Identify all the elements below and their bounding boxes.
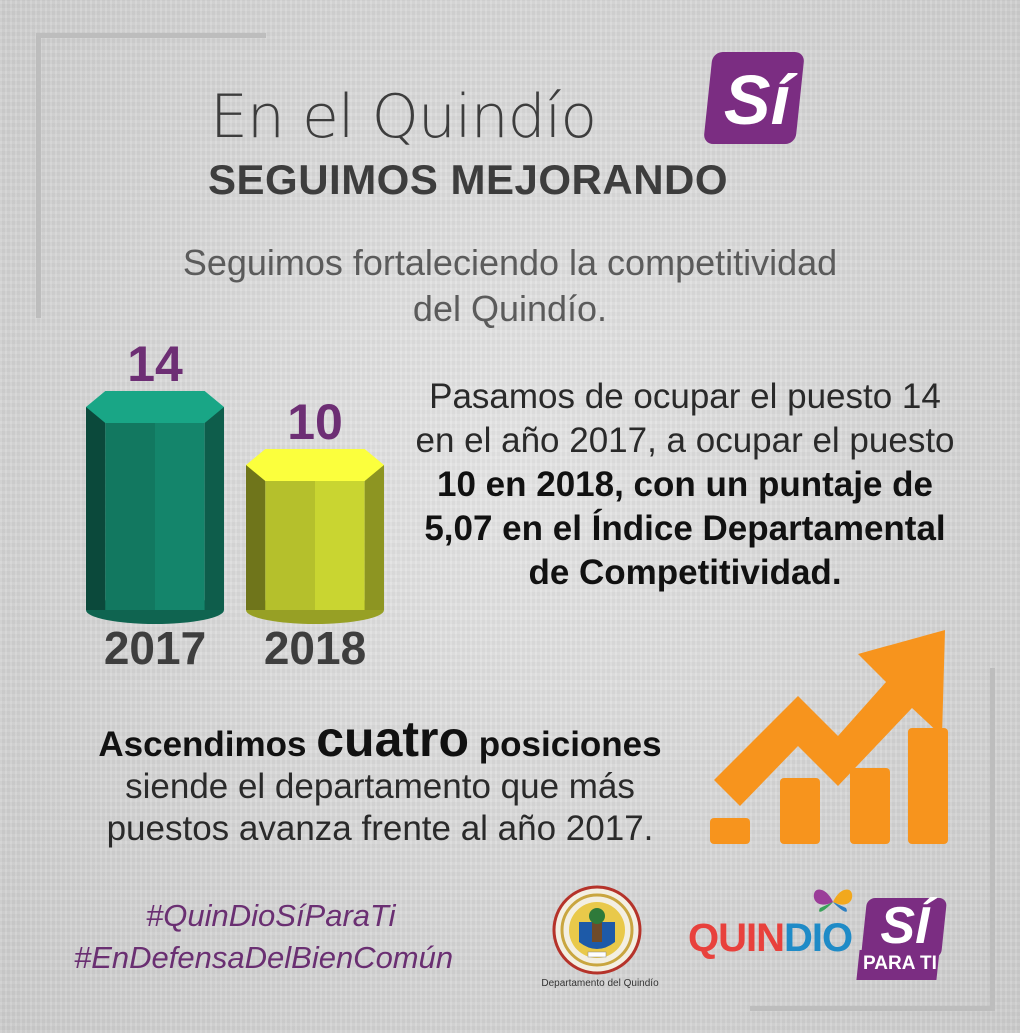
ascend-word-3: posiciones — [478, 725, 662, 764]
frame-corner-bottom-right — [750, 668, 995, 1011]
hashtag-bien-comun: #EnDefensaDelBienComún — [74, 940, 454, 975]
description-bold: 10 en 2018, con un puntaje de 5,07 en el… — [424, 465, 946, 592]
logo-dio: DIO — [784, 916, 853, 960]
chart-category-label: 2017 — [104, 622, 206, 674]
chart-value-label: 14 — [127, 336, 183, 392]
department-seal-icon — [552, 885, 642, 975]
logo-quin: QUIN — [688, 916, 785, 960]
chart-bar-face — [155, 407, 205, 610]
quindio-logo-text: QUINDIO — [688, 916, 853, 961]
chart-bar-face — [204, 407, 224, 610]
lead-line-2: del Quindío. — [412, 288, 608, 329]
chart-bar-2018 — [246, 449, 384, 624]
ascend-line-1: Ascendimos cuatro posiciones — [60, 714, 700, 766]
lead-text: Seguimos fortaleciendo la competitividad… — [100, 240, 920, 332]
butterfly-icon — [813, 889, 853, 912]
chart-bar-2017 — [86, 391, 224, 624]
chart-bar-top — [86, 391, 224, 423]
description-text: Pasamos de ocupar el puesto 14 en el año… — [415, 375, 955, 595]
header-subtitle: SEGUIMOS MEJORANDO — [208, 156, 729, 203]
hashtag-quindio-si: #QuinDioSíParaTi — [146, 898, 396, 933]
logo-parati-text: PARA TI — [863, 953, 937, 974]
chart-bar-face — [265, 465, 315, 610]
chart-category-label: 2018 — [264, 622, 366, 674]
description-part1: Pasamos de ocupar el puesto 14 en el año… — [415, 377, 955, 460]
chart-bar-face — [105, 407, 155, 610]
ascend-word-1: Ascendimos — [98, 725, 307, 764]
logo-si-text: SÍ — [880, 897, 930, 955]
chart-bar-top — [246, 449, 384, 481]
ascend-line-3: puestos avanza frente al año 2017. — [106, 809, 654, 848]
trending-up-icon — [710, 630, 948, 844]
ranking-chart: 14 2017 10 2018 — [86, 336, 384, 674]
lead-line-1: Seguimos fortaleciendo la competitividad — [182, 242, 838, 283]
frame-corner-top-left — [36, 33, 266, 318]
ascend-text: Ascendimos cuatro posiciones siende el d… — [60, 714, 700, 850]
department-label: Departamento del Quindío — [541, 978, 659, 989]
chart-bar-face — [246, 465, 266, 610]
si-badge-text: Sí — [723, 61, 791, 139]
chart-bar-face — [86, 407, 106, 610]
ascend-word-cuatro: cuatro — [316, 711, 470, 767]
chart-bar-face — [315, 465, 365, 610]
ascend-line-2: siende el departamento que más — [125, 767, 635, 806]
chart-bar-face — [364, 465, 384, 610]
chart-value-label: 10 — [287, 394, 343, 450]
header-title: En el Quindío — [210, 82, 597, 152]
